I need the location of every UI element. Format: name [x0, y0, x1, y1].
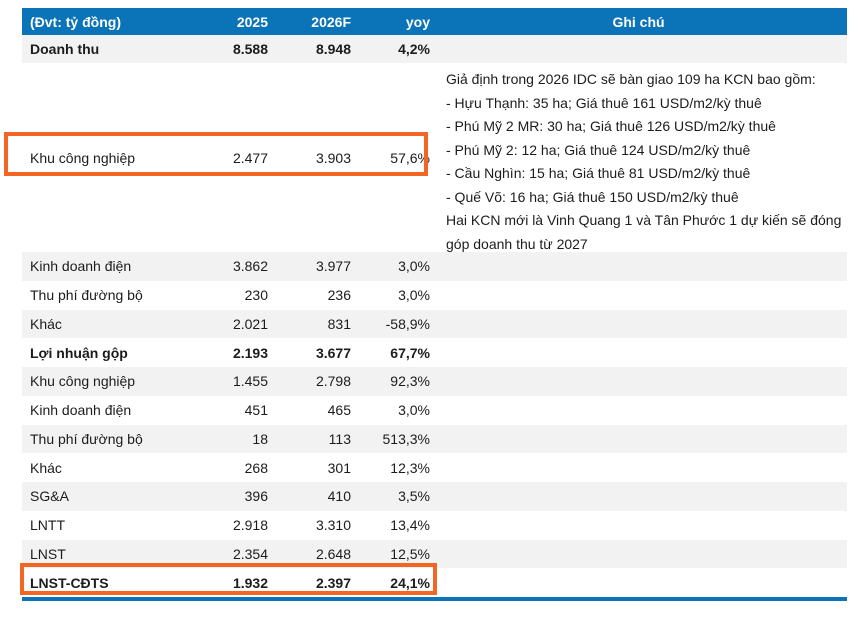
cell-2026f: 3.310	[315, 517, 351, 534]
cell-label: Lợi nhuận gộp	[30, 344, 128, 361]
cell-2026f: 3.977	[315, 258, 351, 275]
cell-note-block: Giả định trong 2026 IDC sẽ bàn giao 109 …	[430, 63, 847, 252]
cell-2025: 2.193	[232, 344, 268, 361]
cell-label: Doanh thu	[30, 41, 100, 57]
cell-yoy: 4,2%	[398, 41, 430, 57]
col-header-2026f: 2026F	[311, 13, 351, 30]
note-line: - Quế Võ: 16 ha; Giá thuê 150 USD/m2/kỳ …	[446, 188, 739, 205]
cell-2026f: 8.948	[315, 41, 351, 57]
table-row-doanh-thu: Doanh thu 8.588 8.948 4,2%	[22, 35, 847, 63]
table-row-khac-2: Khác 268 301 12,3%	[22, 453, 847, 482]
cell-2026f: 2.798	[315, 373, 351, 390]
cell-2025: 2.477	[232, 149, 268, 166]
cell-yoy: 3,0%	[398, 402, 430, 419]
col-header-yoy: yoy	[405, 13, 430, 30]
cell-2026f: 3.677	[315, 344, 351, 361]
col-header-note: Ghi chú	[612, 13, 665, 30]
col-header-unit: (Đvt: tỷ đồng)	[30, 13, 121, 30]
table-header-row: (Đvt: tỷ đồng) 2025 2026F yoy Ghi chú	[22, 8, 847, 35]
cell-yoy: 12,3%	[390, 459, 430, 476]
cell-2025: 3.862	[232, 258, 268, 275]
table-row-kinh-doanh-dien: Kinh doanh điện 3.862 3.977 3,0%	[22, 252, 847, 281]
cell-2026f: 831	[327, 315, 351, 332]
cell-2025: 2.354	[232, 545, 268, 562]
cell-label: LNST	[30, 545, 66, 562]
cell-2026f: 2.648	[315, 545, 351, 562]
cell-2026f: 236	[327, 287, 351, 304]
note-line: Hai KCN mới là Vinh Quang 1 và Tân Phước…	[446, 212, 842, 252]
table-row-lntt: LNTT 2.918 3.310 13,4%	[22, 511, 847, 540]
cell-label: Khác	[30, 315, 62, 332]
cell-2025: 1.932	[232, 574, 268, 591]
table-row-loi-nhuan-gop: Lợi nhuận gộp 2.193 3.677 67,7%	[22, 338, 847, 367]
table-row-kinh-doanh-dien-2: Kinh doanh điện 451 465 3,0%	[22, 396, 847, 425]
cell-yoy: 12,5%	[390, 545, 430, 562]
cell-yoy: -58,9%	[385, 315, 430, 332]
cell-yoy: 513,3%	[382, 430, 430, 447]
forecast-table: (Đvt: tỷ đồng) 2025 2026F yoy Ghi chú Do…	[22, 8, 847, 597]
cell-label: Thu phí đường bộ	[30, 430, 143, 447]
cell-yoy: 92,3%	[390, 373, 430, 390]
table-row-lnst: LNST 2.354 2.648 12,5%	[22, 539, 847, 569]
cell-yoy: 67,7%	[390, 344, 430, 361]
cell-2025: 268	[244, 459, 268, 476]
cell-label: Kinh doanh điện	[30, 258, 132, 275]
table-row-khac: Khác 2.021 831 -58,9%	[22, 309, 847, 339]
cell-yoy: 3,0%	[398, 287, 430, 304]
table-row-thu-phi-duong-bo: Thu phí đường bộ 230 236 3,0%	[22, 281, 847, 310]
cell-2025: 230	[244, 287, 268, 304]
cell-2026f: 2.397	[315, 574, 351, 591]
cell-label: Khu công nghiệp	[30, 149, 136, 166]
note-line: - Cầu Nghìn: 15 ha; Giá thuê 81 USD/m2/k…	[446, 165, 751, 181]
cell-2025: 18	[252, 430, 268, 447]
cell-label: Kinh doanh điện	[30, 402, 132, 419]
table-row-lnst-cdts: LNST-CĐTS 1.932 2.397 24,1%	[22, 568, 847, 597]
cell-label: Khác	[30, 459, 62, 476]
cell-yoy: 3,5%	[398, 488, 430, 505]
cell-yoy: 3,0%	[398, 258, 430, 275]
cell-2026f: 465	[327, 402, 351, 419]
table-row-thu-phi-duong-bo-2: Thu phí đường bộ 18 113 513,3%	[22, 424, 847, 454]
cell-2026f: 301	[327, 459, 351, 476]
cell-2026f: 3.903	[315, 149, 351, 166]
cell-2026f: 410	[327, 488, 351, 505]
cell-yoy: 24,1%	[390, 574, 430, 591]
table-row-khu-cong-nghiep-note: Khu công nghiệp 2.477 3.903 57,6% Giả đị…	[22, 63, 847, 252]
cell-2025: 8.588	[232, 41, 268, 57]
cell-2025: 451	[244, 402, 268, 419]
cell-2025: 1.455	[232, 373, 268, 390]
note-line: - Phú Mỹ 2: 12 ha; Giá thuê 124 USD/m2/k…	[446, 141, 751, 158]
cell-2025: 2.021	[232, 315, 268, 332]
cell-label: Thu phí đường bộ	[30, 287, 143, 304]
table-bottom-border	[22, 597, 847, 601]
note-line: Giả định trong 2026 IDC sẽ bàn giao 109 …	[446, 71, 816, 87]
note-line: - Hựu Thạnh: 35 ha; Giá thuê 161 USD/m2/…	[446, 94, 762, 111]
col-header-2025: 2025	[236, 13, 268, 30]
table-row-sga: SG&A 396 410 3,5%	[22, 482, 847, 511]
cell-label: LNTT	[30, 517, 65, 534]
cell-2025: 396	[244, 488, 268, 505]
cell-label: Khu công nghiệp	[30, 373, 136, 390]
table-row-khu-cong-nghiep-2: Khu công nghiệp 1.455 2.798 92,3%	[22, 367, 847, 396]
cell-label: LNST-CĐTS	[30, 574, 109, 591]
note-line: - Phú Mỹ 2 MR: 30 ha; Giá thuê 126 USD/m…	[446, 118, 776, 134]
cell-label: SG&A	[30, 488, 69, 505]
cell-yoy: 13,4%	[390, 517, 430, 534]
cell-2026f: 113	[328, 430, 351, 447]
cell-2025: 2.918	[232, 517, 268, 534]
cell-yoy: 57,6%	[390, 149, 430, 166]
